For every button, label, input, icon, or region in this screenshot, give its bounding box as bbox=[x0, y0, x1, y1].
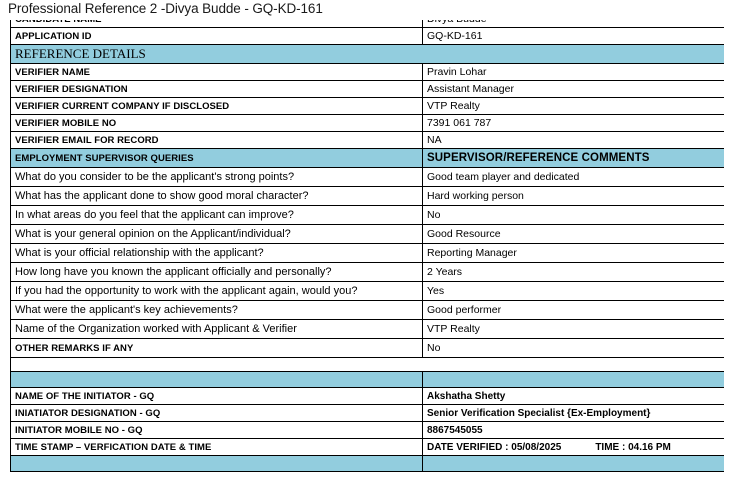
candidate-name-label: CANDIDATE NAME bbox=[10, 20, 423, 28]
initiator-name-value: Akshatha Shetty bbox=[422, 387, 724, 405]
table-row-verifier-email: VERIFIER EMAIL FOR RECORD NA bbox=[10, 131, 724, 149]
query-answer: 2 Years bbox=[422, 262, 724, 282]
reference-table: CANDIDATE NAME Divya Budde APPLICATION I… bbox=[10, 20, 724, 472]
query-question: What were the applicant's key achievemen… bbox=[10, 300, 423, 320]
table-row-initiator-band-top bbox=[10, 371, 724, 388]
query-question: What is your official relationship with … bbox=[10, 243, 423, 263]
initiator-band-top-left bbox=[10, 371, 423, 388]
table-row-verifier-designation: VERIFIER DESIGNATION Assistant Manager bbox=[10, 80, 724, 98]
initiator-mobile-label: INITIATOR MOBILE NO - GQ bbox=[10, 421, 423, 439]
query-answer: Good performer bbox=[422, 300, 724, 320]
spacer-cell bbox=[10, 357, 724, 372]
table-row-verifier-mobile: VERIFIER MOBILE NO 7391 061 787 bbox=[10, 114, 724, 132]
table-row-initiator-mobile: INITIATOR MOBILE NO - GQ 8867545055 bbox=[10, 421, 724, 439]
initiator-band-bottom-left bbox=[10, 455, 423, 472]
table-row-candidate-name: CANDIDATE NAME Divya Budde bbox=[10, 20, 724, 28]
table-row-initiator-band-bottom bbox=[10, 455, 724, 472]
query-question: What has the applicant done to show good… bbox=[10, 186, 423, 206]
initiator-name-label: NAME OF THE INITIATOR - GQ bbox=[10, 387, 423, 405]
verifier-mobile-value: 7391 061 787 bbox=[422, 114, 724, 132]
query-answer: Reporting Manager bbox=[422, 243, 724, 263]
table-row-query: What has the applicant done to show good… bbox=[10, 186, 724, 206]
table-row-initiator-name: NAME OF THE INITIATOR - GQ Akshatha Shet… bbox=[10, 387, 724, 405]
table-row-query: What do you consider to be the applicant… bbox=[10, 167, 724, 187]
table-row-timestamp: TIME STAMP – VERFICATION DATE & TIME DAT… bbox=[10, 438, 724, 456]
verifier-email-value: NA bbox=[422, 131, 724, 149]
verifier-mobile-label: VERIFIER MOBILE NO bbox=[10, 114, 423, 132]
verifier-name-label: VERIFIER NAME bbox=[10, 63, 423, 81]
application-id-value: GQ-KD-161 bbox=[422, 27, 724, 45]
query-question: Name of the Organization worked with App… bbox=[10, 319, 423, 339]
table-row-spacer-blank bbox=[10, 357, 724, 372]
page-title: Professional Reference 2 -Divya Budde - … bbox=[8, 1, 323, 16]
reference-sheet-viewport: CANDIDATE NAME Divya Budde APPLICATION I… bbox=[10, 20, 724, 475]
reference-details-heading: REFERENCE DETAILS bbox=[10, 44, 724, 64]
query-question: If you had the opportunity to work with … bbox=[10, 281, 423, 301]
table-row-queries-header: EMPLOYMENT SUPERVISOR QUERIES SUPERVISOR… bbox=[10, 148, 724, 168]
query-answer: VTP Realty bbox=[422, 319, 724, 339]
verifier-designation-label: VERIFIER DESIGNATION bbox=[10, 80, 423, 98]
timestamp-date: DATE VERIFIED : 05/08/2025 bbox=[427, 441, 562, 453]
query-answer: Yes bbox=[422, 281, 724, 301]
verifier-designation-value: Assistant Manager bbox=[422, 80, 724, 98]
queries-header-right: SUPERVISOR/REFERENCE COMMENTS bbox=[422, 148, 724, 168]
query-answer: Hard working person bbox=[422, 186, 724, 206]
table-row-initiator-designation: INIATIATOR DESIGNATION - GQ Senior Verif… bbox=[10, 404, 724, 422]
application-id-label: APPLICATION ID bbox=[10, 27, 423, 45]
table-row-query: If you had the opportunity to work with … bbox=[10, 281, 724, 301]
table-row-query: What is your official relationship with … bbox=[10, 243, 724, 263]
reference-sheet: CANDIDATE NAME Divya Budde APPLICATION I… bbox=[10, 20, 724, 472]
query-question: In what areas do you feel that the appli… bbox=[10, 205, 423, 225]
query-question: How long have you known the applicant of… bbox=[10, 262, 423, 282]
table-row-query: How long have you known the applicant of… bbox=[10, 262, 724, 282]
table-row-application-id: APPLICATION ID GQ-KD-161 bbox=[10, 27, 724, 45]
queries-header-left: EMPLOYMENT SUPERVISOR QUERIES bbox=[10, 148, 423, 168]
query-question: What is your general opinion on the Appl… bbox=[10, 224, 423, 244]
table-row-query: In what areas do you feel that the appli… bbox=[10, 205, 724, 225]
other-remarks-value: No bbox=[422, 338, 724, 358]
query-answer: Good Resource bbox=[422, 224, 724, 244]
initiator-designation-value: Senior Verification Specialist {Ex-Emplo… bbox=[422, 404, 724, 422]
verifier-email-label: VERIFIER EMAIL FOR RECORD bbox=[10, 131, 423, 149]
initiator-band-bottom-right bbox=[422, 455, 724, 472]
query-question: What do you consider to be the applicant… bbox=[10, 167, 423, 187]
table-row-reference-details-heading: REFERENCE DETAILS bbox=[10, 44, 724, 64]
table-row-query: Name of the Organization worked with App… bbox=[10, 319, 724, 339]
table-row-query: What were the applicant's key achievemen… bbox=[10, 300, 724, 320]
other-remarks-label: OTHER REMARKS IF ANY bbox=[10, 338, 423, 358]
table-row-query: What is your general opinion on the Appl… bbox=[10, 224, 724, 244]
query-answer: Good team player and dedicated bbox=[422, 167, 724, 187]
verifier-company-label: VERIFIER CURRENT COMPANY IF DISCLOSED bbox=[10, 97, 423, 115]
verifier-name-value: Pravin Lohar bbox=[422, 63, 724, 81]
query-answer: No bbox=[422, 205, 724, 225]
table-row-verifier-name: VERIFIER NAME Pravin Lohar bbox=[10, 63, 724, 81]
initiator-designation-label: INIATIATOR DESIGNATION - GQ bbox=[10, 404, 423, 422]
candidate-name-value: Divya Budde bbox=[422, 20, 724, 28]
timestamp-value: DATE VERIFIED : 05/08/2025 TIME : 04.16 P… bbox=[422, 438, 724, 456]
timestamp-time: TIME : 04.16 PM bbox=[595, 441, 671, 453]
table-row-verifier-company: VERIFIER CURRENT COMPANY IF DISCLOSED VT… bbox=[10, 97, 724, 115]
timestamp-label: TIME STAMP – VERFICATION DATE & TIME bbox=[10, 438, 423, 456]
verifier-company-value: VTP Realty bbox=[422, 97, 724, 115]
table-row-other-remarks: OTHER REMARKS IF ANY No bbox=[10, 338, 724, 358]
initiator-mobile-value: 8867545055 bbox=[422, 421, 724, 439]
initiator-band-top-right bbox=[422, 371, 724, 388]
